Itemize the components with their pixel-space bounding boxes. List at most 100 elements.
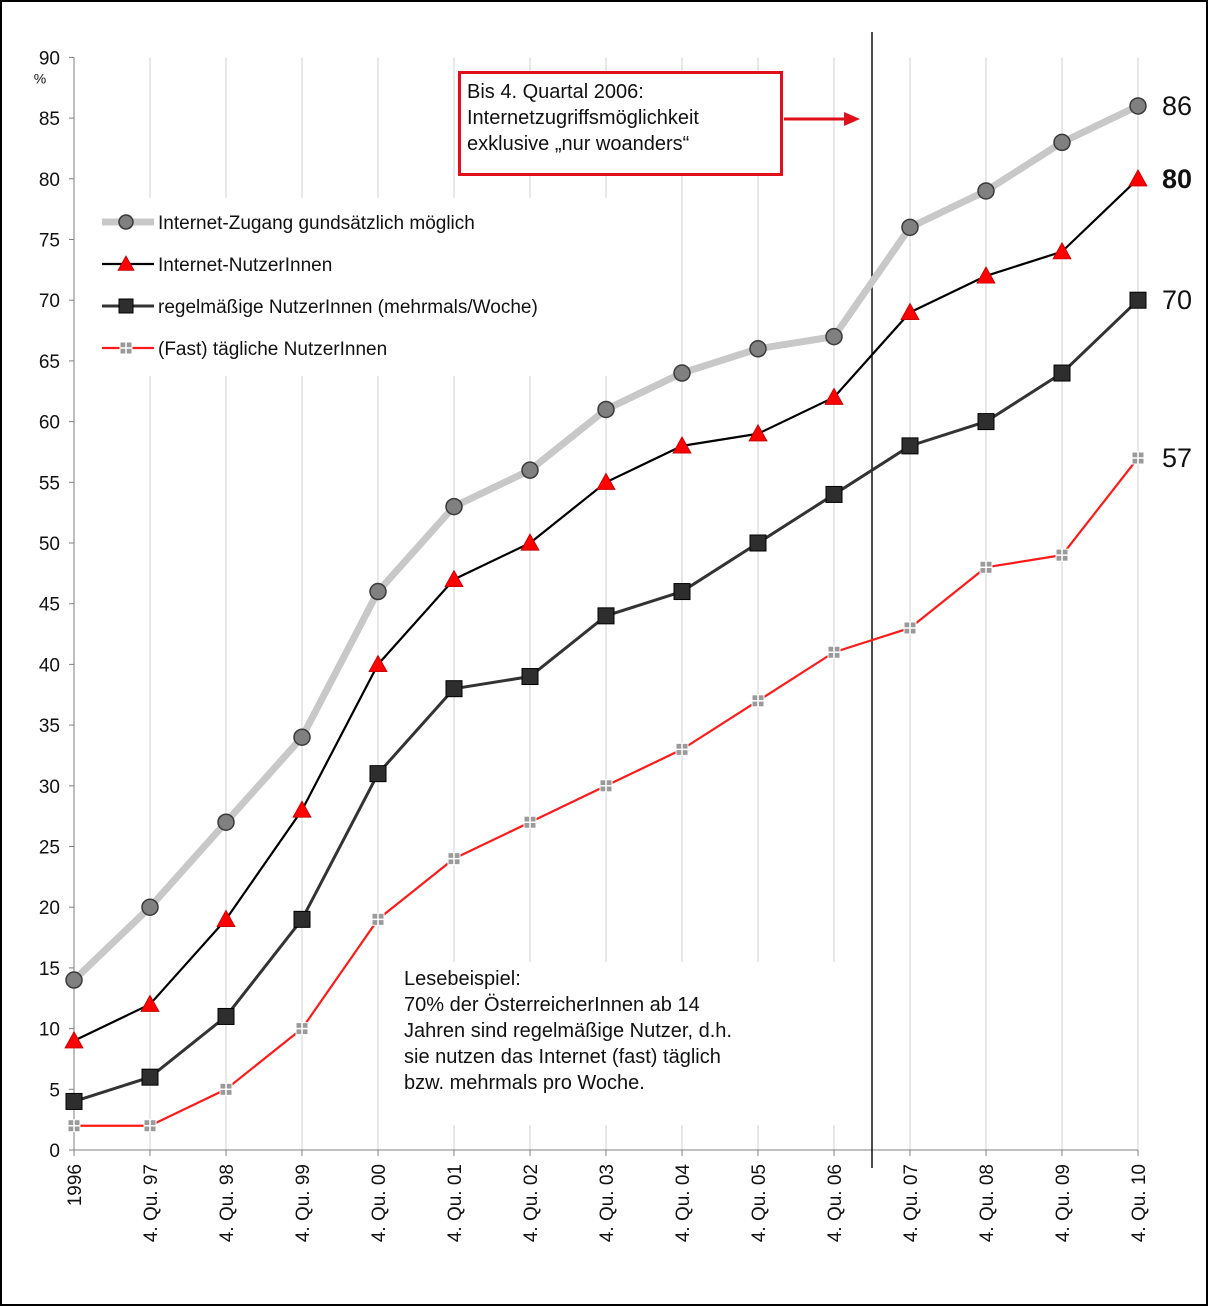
small-square-point (447, 852, 461, 866)
square-point (977, 413, 995, 431)
legend: Internet-Zugang gundsätzlich möglich Inte… (94, 198, 646, 376)
square-point (901, 437, 919, 455)
small-square-point (143, 1119, 157, 1133)
y-tick-label: 15 (39, 959, 60, 980)
x-tick-label: 4. Qu. 10 (1129, 1164, 1150, 1242)
small-square-point (1055, 548, 1069, 562)
y-tick-label: 40 (39, 655, 60, 676)
legend-label: Internet-NutzerInnen (158, 255, 332, 276)
triangle-point (900, 302, 920, 320)
y-tick-label: 85 (39, 109, 60, 130)
circle-point (977, 182, 995, 200)
circle-point (901, 218, 919, 237)
x-tick-label: 4. Qu. 09 (1053, 1164, 1074, 1242)
circle-point (293, 728, 311, 746)
triangle-point (292, 800, 312, 818)
y-tick-label: 20 (39, 898, 60, 919)
x-tick-label: 4. Qu. 04 (673, 1164, 694, 1243)
legend-item: Internet-Zugang gundsätzlich möglich (102, 213, 475, 234)
y-axis-unit-label: % (34, 70, 46, 86)
y-tick-label: 55 (39, 473, 60, 494)
triangle-point (976, 266, 996, 284)
x-tick-label: 4. Qu. 03 (597, 1164, 618, 1242)
square-point (65, 1092, 83, 1110)
legend-label: Internet-Zugang gundsätzlich möglich (158, 213, 475, 234)
reading-example-line: 70% der ÖsterreicherInnen ab 14 (404, 994, 700, 1016)
legend-background (94, 198, 646, 376)
y-tick-label: 75 (39, 231, 60, 252)
y-tick-label: 5 (49, 1080, 60, 1101)
small-square-point (119, 341, 133, 355)
triangle-point (672, 436, 692, 454)
square-point (1129, 291, 1147, 309)
circle-point (1053, 133, 1071, 152)
small-square-point (295, 1022, 309, 1036)
x-tick-label: 4. Qu. 97 (141, 1164, 162, 1242)
square-point (369, 765, 387, 783)
legend-item: (Fast) tägliche NutzerInnen (102, 339, 387, 360)
reading-example-line: bzw. mehrmals pro Woche. (404, 1072, 645, 1094)
quartal-note-line: Bis 4. Quartal 2006: (467, 81, 644, 103)
triangle-point (1052, 241, 1072, 260)
series-group: 57 (67, 443, 1192, 1133)
square-point (118, 298, 134, 314)
reading-example-line: Jahren sind regelmäßige Nutzer, d.h. (404, 1020, 732, 1042)
legend-item: regelmäßige NutzerInnen (mehrmals/Woche) (102, 297, 538, 318)
square-point (673, 583, 691, 601)
x-tick-label: 1996 (65, 1164, 86, 1206)
circle-point (141, 898, 159, 916)
x-tick-label: 4. Qu. 07 (901, 1164, 922, 1242)
circle-point (369, 582, 387, 601)
circle-point (521, 461, 539, 479)
triangle-point (444, 569, 464, 588)
series-end-label: 70 (1162, 285, 1192, 315)
square-point (1053, 364, 1071, 382)
small-square-point (219, 1082, 233, 1096)
triangle-point (748, 423, 768, 442)
x-tick-label: 4. Qu. 01 (445, 1164, 466, 1242)
circle-point (597, 400, 615, 419)
x-tick-label: 4. Qu. 00 (369, 1164, 390, 1242)
x-tick-label: 4. Qu. 06 (825, 1164, 846, 1242)
small-square-point (371, 912, 385, 926)
square-point (293, 910, 311, 928)
small-square-point (675, 742, 689, 756)
legend-label: (Fast) tägliche NutzerInnen (158, 339, 387, 360)
x-tick-label: 4. Qu. 08 (977, 1164, 998, 1242)
reading-example-line: sie nutzen das Internet (fast) täglich (404, 1046, 721, 1068)
small-square-point (523, 815, 537, 829)
square-point (597, 607, 615, 625)
triangle-point (140, 994, 160, 1012)
triangle-point (596, 472, 616, 490)
small-square-point (827, 645, 841, 659)
square-point (825, 485, 843, 503)
square-point (217, 1007, 235, 1025)
circle-point (673, 364, 691, 382)
triangle-point (520, 533, 540, 551)
y-tick-label: 25 (39, 838, 60, 859)
y-tick-label: 80 (39, 170, 60, 191)
small-square-point (903, 621, 917, 635)
y-tick-label: 30 (39, 777, 60, 798)
y-tick-label: 90 (39, 48, 60, 69)
y-tick-label: 70 (39, 291, 60, 312)
square-point (521, 668, 539, 686)
quartal-note-line: exklusive „nur woanders“ (467, 133, 690, 155)
small-square-point (1131, 451, 1145, 465)
circle-point (825, 327, 843, 346)
series-group: 80 (64, 164, 1192, 1049)
x-tick-label: 4. Qu. 98 (217, 1164, 238, 1242)
small-square-point (67, 1119, 81, 1133)
circle-point (118, 214, 134, 230)
series-group: 86 (65, 91, 1192, 989)
series-layer: 86 80 70 57 (64, 91, 1192, 1133)
triangle-point (64, 1030, 84, 1049)
series-end-label: 57 (1162, 443, 1192, 473)
y-tick-label: 60 (39, 413, 60, 434)
y-tick-label: 35 (39, 716, 60, 737)
legend-item: Internet-NutzerInnen (102, 255, 332, 276)
circle-point (749, 340, 767, 358)
y-tick-label: 50 (39, 534, 60, 555)
triangle-point (117, 255, 135, 271)
